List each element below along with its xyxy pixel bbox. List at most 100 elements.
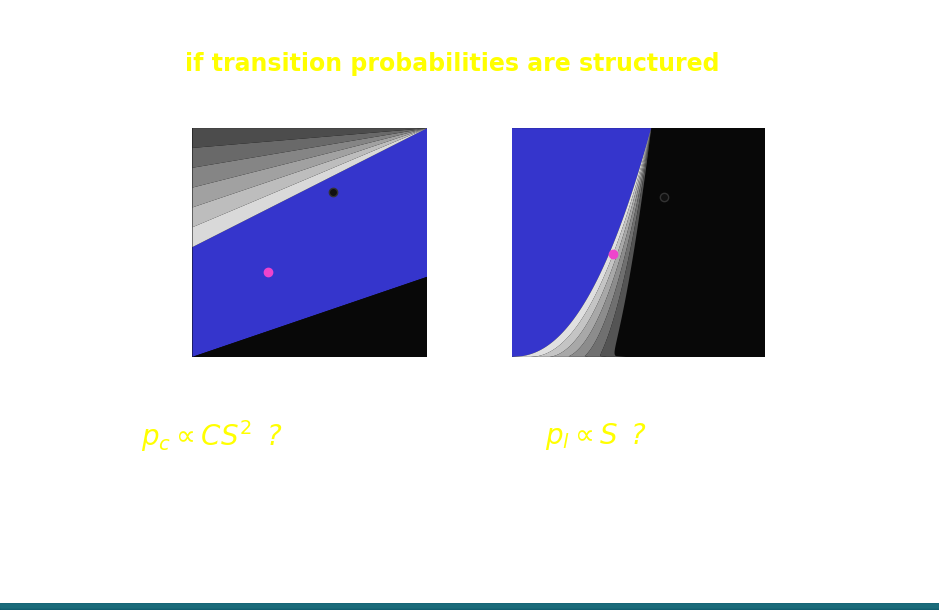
Bar [0, 605, 939, 608]
Bar [0, 606, 939, 609]
Bar [0, 606, 939, 609]
Bar [0, 605, 939, 608]
Bar [0, 606, 939, 609]
Bar [0, 605, 939, 608]
Bar [0, 606, 939, 609]
Bar [0, 606, 939, 609]
Bar [0, 604, 939, 607]
Bar [0, 605, 939, 608]
Bar [0, 606, 939, 609]
Bar [0, 605, 939, 608]
Text: $p_c \propto C S^2\,$ ?: $p_c \propto C S^2\,$ ? [141, 418, 282, 454]
Bar [0, 605, 939, 608]
Bar [0, 605, 939, 608]
Bar [0, 606, 939, 609]
Bar [0, 606, 939, 609]
Bar [0, 605, 939, 608]
Bar [0, 607, 939, 610]
Bar [0, 605, 939, 608]
Bar [0, 605, 939, 608]
Bar [0, 605, 939, 608]
Bar [0, 607, 939, 610]
Bar [0, 606, 939, 609]
Bar [0, 605, 939, 608]
Bar [0, 605, 939, 608]
Bar [0, 606, 939, 609]
Bar [0, 605, 939, 608]
Bar [0, 605, 939, 608]
Bar [0, 606, 939, 609]
Bar [0, 607, 939, 610]
Bar [0, 605, 939, 608]
Bar [0, 606, 939, 609]
Bar [0, 607, 939, 610]
Bar [0, 606, 939, 609]
Bar [0, 606, 939, 609]
Bar [0, 606, 939, 609]
Polygon shape [192, 128, 427, 247]
Polygon shape [550, 128, 652, 357]
Bar [0, 605, 939, 608]
Bar [0, 606, 939, 609]
Bar [0, 605, 939, 608]
Bar [0, 606, 939, 609]
Bar [0, 606, 939, 609]
Bar [0, 604, 939, 607]
Bar [0, 606, 939, 609]
Polygon shape [192, 128, 427, 228]
Bar [0, 606, 939, 609]
Bar [0, 606, 939, 609]
Bar [0, 605, 939, 608]
Bar [0, 606, 939, 610]
Polygon shape [192, 128, 427, 148]
Bar [0, 605, 939, 608]
Bar [0, 604, 939, 607]
Bar [0, 605, 939, 608]
Bar [0, 606, 939, 609]
Bar [0, 606, 939, 609]
Polygon shape [192, 128, 427, 357]
Bar [0, 605, 939, 608]
Bar [0, 605, 939, 608]
Bar [0, 605, 939, 608]
Bar [0, 606, 939, 609]
Bar [0, 606, 939, 609]
Bar [0, 606, 939, 609]
Bar [0, 605, 939, 608]
Polygon shape [192, 128, 427, 207]
Bar [0, 606, 939, 609]
Bar [0, 605, 939, 608]
Text: a percolation transition to infinite recursion?: a percolation transition to infinite rec… [169, 537, 770, 561]
Bar [0, 605, 939, 608]
Bar [0, 607, 939, 610]
Bar [0, 605, 939, 608]
Text: if transition probabilities are structured: if transition probabilities are structur… [185, 52, 719, 76]
Bar [0, 607, 939, 610]
Bar [0, 607, 939, 610]
Bar [0, 605, 939, 608]
Bar [0, 606, 939, 609]
Bar [0, 605, 939, 608]
Bar [0, 605, 939, 608]
Bar [0, 606, 939, 609]
Bar [0, 605, 939, 608]
Bar [0, 606, 939, 609]
Bar [0, 605, 939, 608]
Bar [0, 606, 939, 609]
Bar [0, 605, 939, 608]
Bar [0, 607, 939, 610]
Text: not uniform, may be a neural basis for infinite recursion.: not uniform, may be a neural basis for i… [47, 84, 807, 108]
Bar [0, 605, 939, 608]
Bar [0, 606, 939, 609]
Bar [0, 606, 939, 609]
Bar [0, 607, 939, 610]
Bar [0, 605, 939, 608]
Bar [0, 606, 939, 609]
Bar [0, 605, 939, 608]
Bar [0, 606, 939, 609]
Bar [0, 605, 939, 608]
Bar [0, 606, 939, 609]
Bar [0, 606, 939, 609]
Bar [0, 604, 939, 607]
Bar [0, 605, 939, 608]
